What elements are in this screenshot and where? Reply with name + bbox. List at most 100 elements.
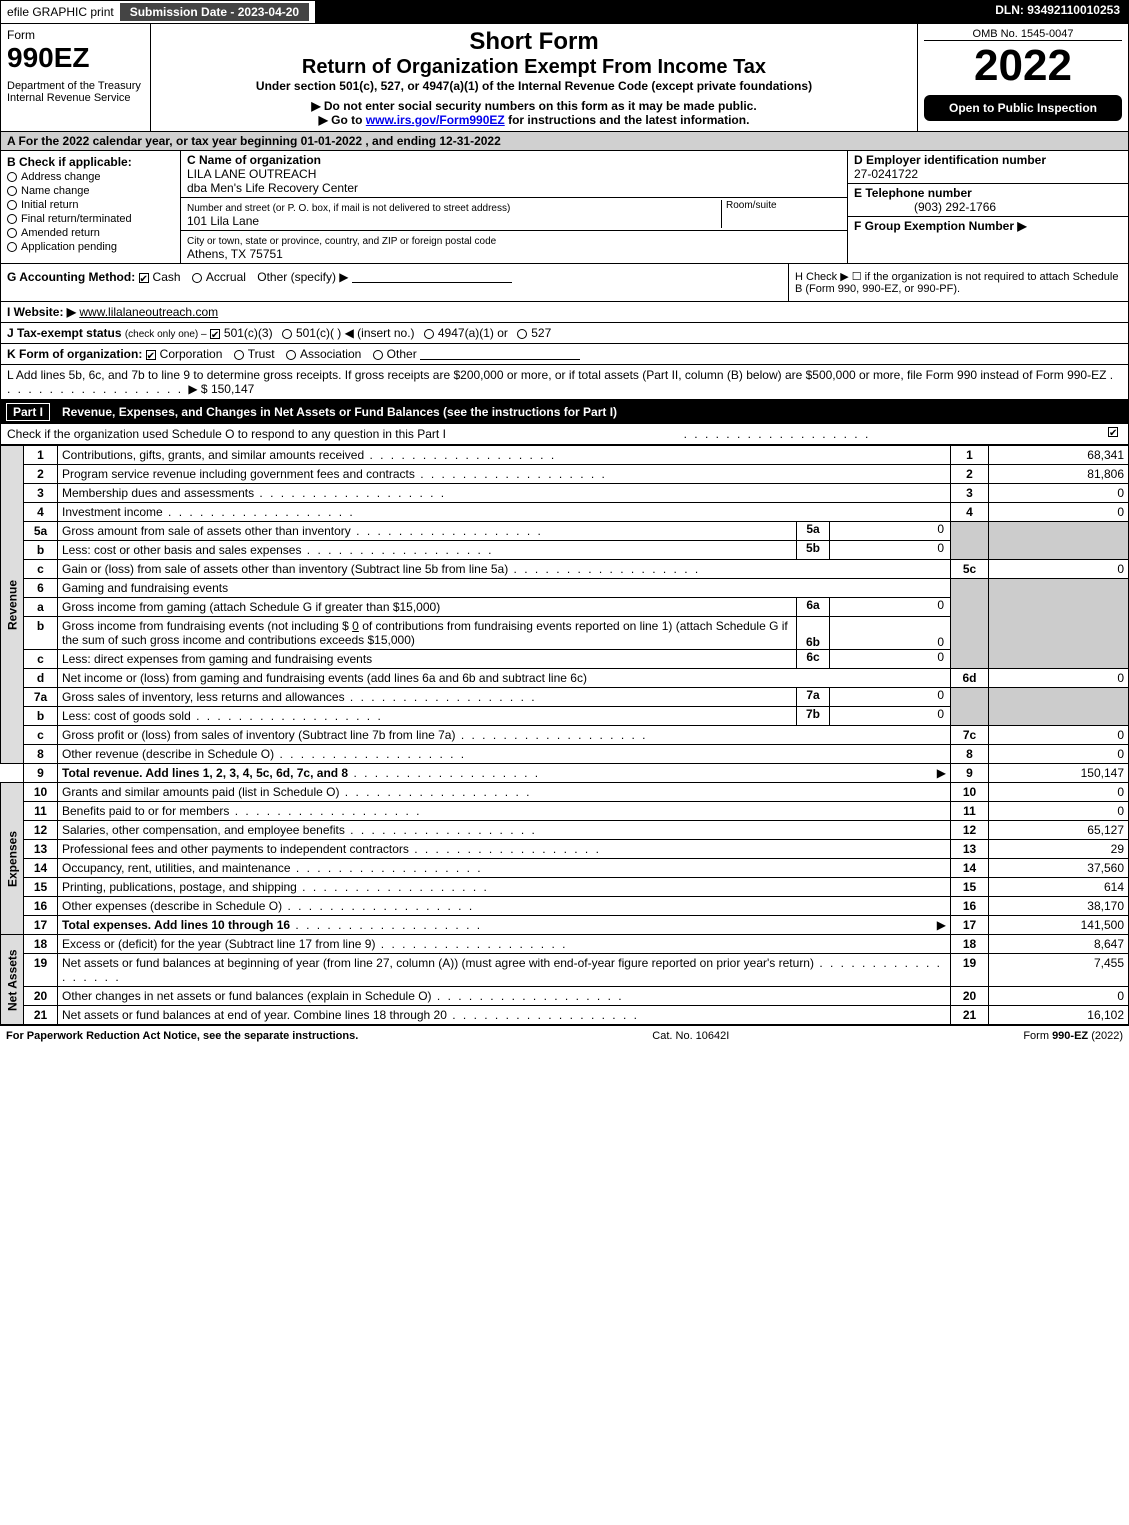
section-a-row: A For the 2022 calendar year, or tax yea… <box>0 132 1129 151</box>
ln17-num: 17 <box>24 916 58 935</box>
line-7c: c Gross profit or (loss) from sales of i… <box>1 726 1129 745</box>
ln16-rn: 16 <box>951 897 989 916</box>
lbl-address-change: Address change <box>21 171 101 183</box>
irs-link[interactable]: www.irs.gov/Form990EZ <box>366 113 505 127</box>
group-exemption-label: F Group Exemption Number ▶ <box>854 219 1027 233</box>
chk-address-change[interactable] <box>7 172 17 182</box>
ln18-num: 18 <box>24 935 58 954</box>
other-method-line <box>352 273 512 283</box>
part-1-title: Revenue, Expenses, and Changes in Net As… <box>62 405 617 419</box>
line-1: Revenue 1 Contributions, gifts, grants, … <box>1 446 1129 465</box>
line-17: 17 Total expenses. Add lines 10 through … <box>1 916 1129 935</box>
ln13-val: 29 <box>989 840 1129 859</box>
line-11: 11 Benefits paid to or for members 11 0 <box>1 802 1129 821</box>
shade-6abc <box>951 579 989 669</box>
ln5b-text: Less: cost or other basis and sales expe… <box>62 543 301 557</box>
tax-year: 2022 <box>924 41 1122 91</box>
line-16: 16 Other expenses (describe in Schedule … <box>1 897 1129 916</box>
chk-501c3[interactable] <box>210 329 220 339</box>
website-label: I Website: ▶ <box>7 305 76 319</box>
part-1-note: Check if the organization used Schedule … <box>7 427 446 441</box>
chk-527[interactable] <box>517 329 527 339</box>
ln7c-num: c <box>24 726 58 745</box>
ln13-text: Professional fees and other payments to … <box>62 842 409 856</box>
form-word: Form <box>7 28 144 42</box>
lbl-other-org: Other <box>387 347 417 361</box>
chk-501c[interactable] <box>282 329 292 339</box>
ln5b-mv: 0 <box>830 541 950 559</box>
part-1-header: Part I Revenue, Expenses, and Changes in… <box>0 400 1129 424</box>
side-revenue: Revenue <box>1 446 24 764</box>
side-net-assets: Net Assets <box>1 935 24 1025</box>
ln19-text: Net assets or fund balances at beginning… <box>62 956 814 970</box>
chk-initial-return[interactable] <box>7 200 17 210</box>
subtitle-1: Under section 501(c), 527, or 4947(a)(1)… <box>157 79 911 93</box>
ln4-text: Investment income <box>62 505 163 519</box>
chk-application-pending[interactable] <box>7 242 17 252</box>
ln12-val: 65,127 <box>989 821 1129 840</box>
ln9-text: Total revenue. Add lines 1, 2, 3, 4, 5c,… <box>62 766 348 780</box>
phone-value: (903) 292-1766 <box>854 200 996 214</box>
subtitle-2: ▶ Do not enter social security numbers o… <box>157 99 911 113</box>
ln16-val: 38,170 <box>989 897 1129 916</box>
part-1-label: Part I <box>6 403 50 421</box>
ln10-num: 10 <box>24 783 58 802</box>
ln6b-mv: 0 <box>830 617 950 649</box>
lbl-4947: 4947(a)(1) or <box>438 326 508 340</box>
ln10-rn: 10 <box>951 783 989 802</box>
ln20-val: 0 <box>989 987 1129 1006</box>
ln6b-text1: Gross income from fundraising events (no… <box>62 619 349 633</box>
section-l: L Add lines 5b, 6c, and 7b to line 9 to … <box>0 365 1129 400</box>
footer-right: Form 990-EZ (2022) <box>1023 1030 1123 1042</box>
ln2-rn: 2 <box>951 465 989 484</box>
chk-name-change[interactable] <box>7 186 17 196</box>
ln14-rn: 14 <box>951 859 989 878</box>
chk-corporation[interactable] <box>146 350 156 360</box>
ln4-rn: 4 <box>951 503 989 522</box>
ln4-val: 0 <box>989 503 1129 522</box>
ln7b-num: b <box>24 707 58 726</box>
ln3-num: 3 <box>24 484 58 503</box>
ln6d-text: Net income or (loss) from gaming and fun… <box>62 671 587 685</box>
ln8-num: 8 <box>24 745 58 764</box>
chk-trust[interactable] <box>234 350 244 360</box>
chk-accrual[interactable] <box>192 273 202 283</box>
open-to-public-badge: Open to Public Inspection <box>924 95 1122 121</box>
chk-cash[interactable] <box>139 273 149 283</box>
ln21-val: 16,102 <box>989 1006 1129 1025</box>
chk-final-return[interactable] <box>7 214 17 224</box>
ln7a-mn: 7a <box>796 688 830 706</box>
ln6a-num: a <box>24 598 58 617</box>
ln21-num: 21 <box>24 1006 58 1025</box>
ln10-text: Grants and similar amounts paid (list in… <box>62 785 339 799</box>
ln19-rn: 19 <box>951 954 989 987</box>
ln5b-mn: 5b <box>796 541 830 559</box>
ln5c-num: c <box>24 560 58 579</box>
org-name-2: dba Men's Life Recovery Center <box>187 181 358 195</box>
ln6b-mn: 6b <box>796 617 830 649</box>
website-link[interactable]: www.lilalaneoutreach.com <box>79 305 218 319</box>
line-5c: c Gain or (loss) from sale of assets oth… <box>1 560 1129 579</box>
line-2: 2 Program service revenue including gove… <box>1 465 1129 484</box>
form-of-org-label: K Form of organization: <box>7 347 142 361</box>
dept-label-2: Internal Revenue Service <box>7 92 144 104</box>
ln7c-rn: 7c <box>951 726 989 745</box>
line-20: 20 Other changes in net assets or fund b… <box>1 987 1129 1006</box>
line-4: 4 Investment income 4 0 <box>1 503 1129 522</box>
ln21-text: Net assets or fund balances at end of ye… <box>62 1008 447 1022</box>
section-def: D Employer identification number 27-0241… <box>848 151 1128 263</box>
chk-other-org[interactable] <box>373 350 383 360</box>
ln6-text: Gaming and fundraising events <box>58 579 951 598</box>
title-return: Return of Organization Exempt From Incom… <box>157 56 911 79</box>
shade-6abc-v <box>989 579 1129 669</box>
chk-4947[interactable] <box>424 329 434 339</box>
ln18-val: 8,647 <box>989 935 1129 954</box>
section-c-label: C Name of organization <box>187 153 321 167</box>
chk-association[interactable] <box>286 350 296 360</box>
chk-amended-return[interactable] <box>7 228 17 238</box>
ln7c-text: Gross profit or (loss) from sales of inv… <box>62 728 455 742</box>
ln7a-mv: 0 <box>830 688 950 706</box>
line-19: 19 Net assets or fund balances at beginn… <box>1 954 1129 987</box>
chk-schedule-o[interactable] <box>1108 427 1118 437</box>
ln2-num: 2 <box>24 465 58 484</box>
